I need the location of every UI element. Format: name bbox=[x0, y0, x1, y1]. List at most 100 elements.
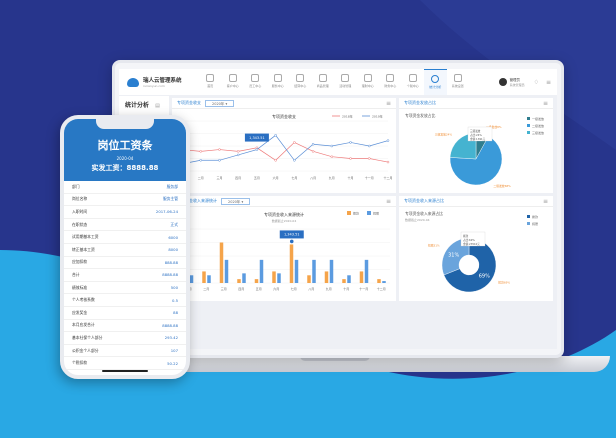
data-point bbox=[311, 142, 315, 146]
panel-title: 专项资金收入来源统计 bbox=[177, 198, 217, 203]
x-tick-label: 六月 bbox=[273, 286, 279, 291]
series-line bbox=[181, 134, 389, 165]
app-subtitle: ruirenyun.com bbox=[143, 84, 165, 88]
row-label: 应加扣款 bbox=[72, 259, 88, 265]
nav-label: 商品管理 bbox=[316, 84, 329, 88]
menu-icon[interactable]: ≡ bbox=[542, 99, 548, 107]
x-tick-label: 三月 bbox=[216, 176, 222, 180]
payslip-list: 部门 服务部 岗位名称 服务主管 入职时间 2017-06-24 在职状态 正式 试用期基本工资… bbox=[64, 181, 186, 370]
list-item: 岗位名称 服务主管 bbox=[64, 194, 186, 207]
row-value: 正式 bbox=[170, 221, 178, 227]
bar bbox=[219, 242, 224, 283]
logo[interactable]: 瑞人云管理系统 ruirenyun.com bbox=[119, 76, 199, 88]
nav-item[interactable]: 结算中心 bbox=[289, 69, 312, 95]
nav-item[interactable]: 服务中心 bbox=[267, 69, 290, 95]
menu-icon[interactable]: ≡ bbox=[385, 99, 391, 107]
x-tick-label: 十二月 bbox=[383, 175, 392, 180]
list-item: 部门 服务部 bbox=[64, 181, 186, 194]
nav-item[interactable]: 活动管理 bbox=[334, 69, 357, 95]
legend-swatch bbox=[367, 211, 371, 215]
cloud-logo-icon bbox=[127, 77, 139, 87]
x-tick-label: 十一月 bbox=[359, 286, 368, 291]
row-label: 转正基本工资 bbox=[72, 246, 95, 252]
list-item: 个人考核系数 0.5 bbox=[64, 294, 186, 307]
x-tick-label: 十二月 bbox=[377, 286, 386, 291]
sidebar-title: 统计分析 bbox=[125, 102, 150, 109]
tooltip-box bbox=[244, 133, 269, 142]
row-value: 0.5 bbox=[171, 297, 178, 303]
bar bbox=[207, 275, 211, 283]
slice-label: 二级发放68% bbox=[493, 184, 511, 188]
nav-item[interactable]: 理财中心 bbox=[357, 69, 380, 95]
collapse-icon[interactable]: ▤ bbox=[155, 103, 160, 109]
bar bbox=[294, 259, 299, 283]
list-item: 公积金个人部分 107 bbox=[64, 345, 186, 358]
tax-icon bbox=[408, 74, 417, 82]
chart-title: 专项资金发放占比 bbox=[405, 113, 436, 118]
x-tick-label: 二月 bbox=[198, 176, 204, 180]
bar bbox=[259, 259, 264, 283]
bar bbox=[382, 281, 386, 283]
x-tick-label: 九月 bbox=[329, 175, 335, 180]
net-pay: 实发工资：8888.88 bbox=[91, 164, 159, 172]
x-tick-label: 七月 bbox=[291, 175, 297, 180]
row-value: 服务部 bbox=[166, 183, 178, 189]
nav-item[interactable]: 商品管理 bbox=[312, 69, 335, 95]
year-select[interactable]: 2020年 ▾ bbox=[221, 197, 251, 205]
legend-label: 拨款 bbox=[353, 211, 359, 216]
panel-title: 专项资金发放占比 bbox=[404, 100, 436, 105]
nav-item[interactable]: 员工中心 bbox=[244, 69, 267, 95]
row-value: 服务主管 bbox=[162, 196, 178, 202]
tooltip-box bbox=[467, 126, 493, 142]
slice-label: 拨款69% bbox=[498, 281, 510, 285]
tooltip-text: 三级发放 bbox=[470, 129, 481, 133]
year-select[interactable]: 2020年 ▾ bbox=[205, 99, 235, 107]
data-point bbox=[330, 144, 334, 148]
nav-label: 系统设置 bbox=[451, 84, 464, 88]
nav-item[interactable]: 系统设置 bbox=[447, 69, 470, 95]
nav-label: 服务中心 bbox=[271, 84, 284, 88]
data-point bbox=[330, 155, 334, 158]
tooltip-text: 占比:69% bbox=[463, 238, 475, 242]
menu-icon[interactable]: ≡ bbox=[545, 78, 551, 86]
nav-item[interactable]: 客户中心 bbox=[222, 69, 245, 95]
nav-label: 理财中心 bbox=[361, 84, 374, 88]
x-tick-label: 八月 bbox=[310, 176, 316, 180]
nav-item[interactable]: 财务中心 bbox=[379, 69, 402, 95]
phone: 岗位工资条 2020-04 实发工资：8888.88 部门 服务部 岗位名称 服务主管… bbox=[60, 115, 190, 379]
bar bbox=[202, 271, 206, 283]
x-tick-label: 十一月 bbox=[365, 175, 374, 180]
nav-item[interactable]: 个税中心 bbox=[402, 69, 425, 95]
nav-item[interactable]: 首页 bbox=[199, 69, 222, 95]
user-menu[interactable]: 管理员 系统管理员 ♢ ≡ bbox=[498, 78, 557, 87]
row-value: 8888.88 bbox=[162, 322, 178, 328]
nav-item[interactable]: 统计分析 bbox=[424, 69, 447, 95]
data-point bbox=[386, 139, 390, 142]
tooltip-text: 拨款 bbox=[463, 234, 469, 238]
bell-icon[interactable]: ♢ bbox=[533, 78, 539, 86]
menu-icon[interactable]: ≡ bbox=[385, 197, 391, 205]
bar bbox=[289, 244, 294, 283]
row-value: 50.22 bbox=[167, 360, 178, 366]
bar bbox=[329, 259, 334, 283]
row-label: 应发奖金 bbox=[72, 309, 88, 315]
slice-label: 一级发放8% bbox=[486, 125, 502, 129]
row-label: 本月应发合计 bbox=[72, 322, 95, 328]
nav-label: 客户中心 bbox=[226, 84, 239, 88]
data-point bbox=[311, 150, 315, 153]
data-point bbox=[218, 148, 221, 151]
bar bbox=[189, 275, 194, 283]
data-point bbox=[199, 150, 202, 153]
row-value: 88 bbox=[173, 310, 178, 316]
data-point bbox=[368, 157, 371, 160]
nav-label: 个税中心 bbox=[406, 84, 419, 88]
menu-icon[interactable]: ≡ bbox=[542, 197, 548, 205]
row-label: 基本社保个人部分 bbox=[72, 334, 103, 340]
row-label: 个税扣款 bbox=[72, 360, 88, 366]
list-item: 应加扣款 888.88 bbox=[64, 257, 186, 270]
row-label: 合计 bbox=[72, 271, 80, 277]
data-point bbox=[274, 134, 277, 137]
bar bbox=[312, 259, 316, 283]
avatar bbox=[498, 78, 507, 86]
payslip-title: 岗位工资条 bbox=[97, 139, 153, 152]
